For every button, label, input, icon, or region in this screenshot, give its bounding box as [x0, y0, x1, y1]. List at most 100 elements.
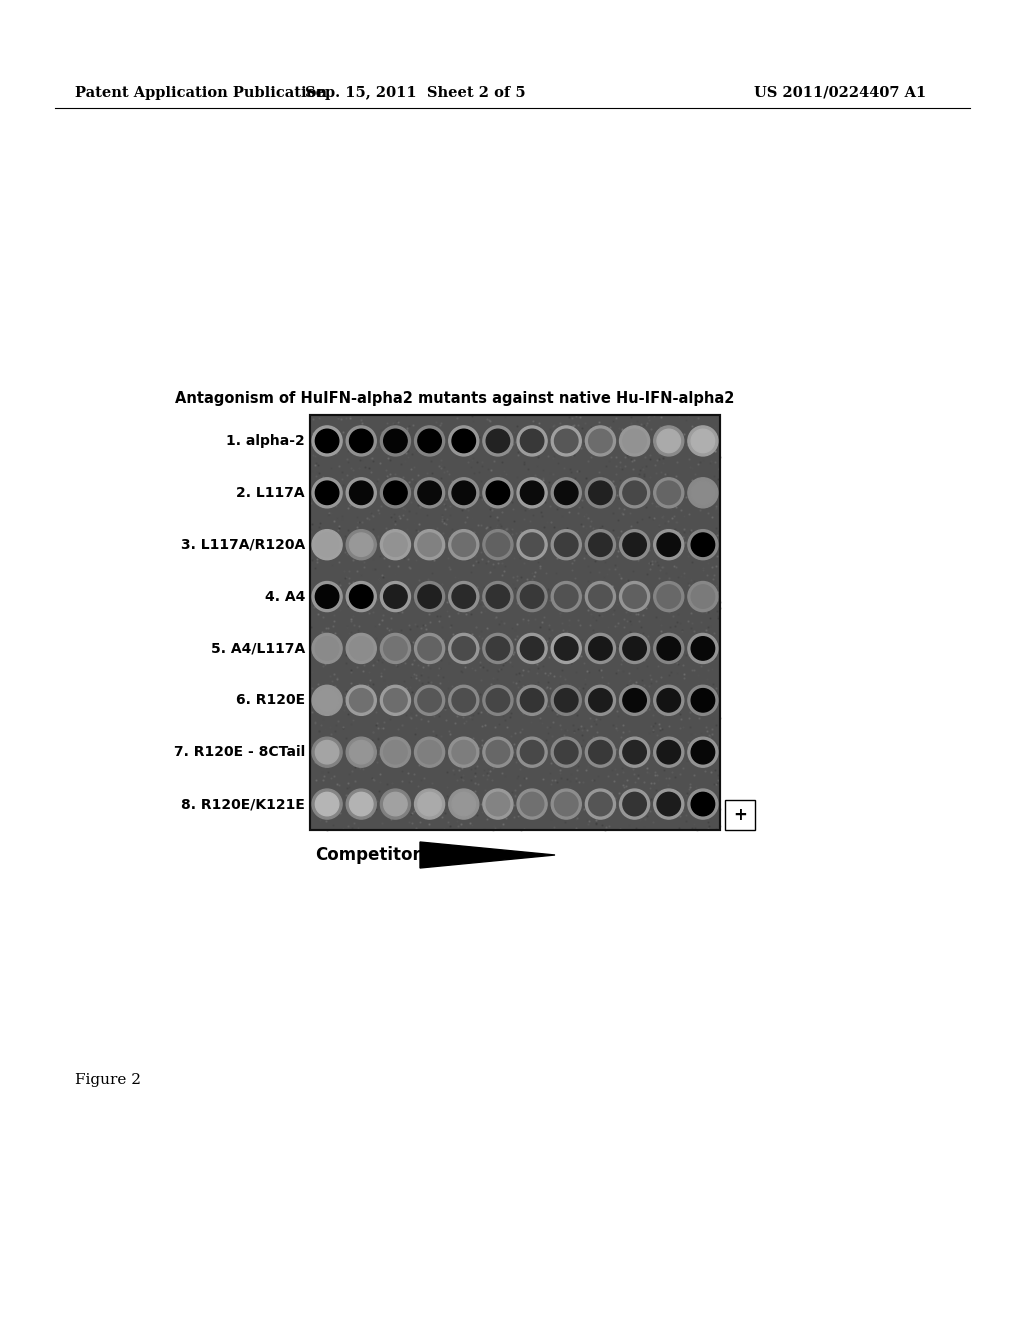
Circle shape — [449, 478, 479, 508]
Circle shape — [315, 429, 339, 453]
Circle shape — [551, 426, 582, 455]
Circle shape — [483, 478, 513, 508]
Circle shape — [589, 429, 612, 453]
Circle shape — [349, 429, 373, 453]
Circle shape — [691, 636, 715, 660]
Circle shape — [517, 582, 547, 611]
Circle shape — [483, 685, 513, 715]
Circle shape — [452, 585, 475, 609]
Circle shape — [589, 636, 612, 660]
Circle shape — [586, 426, 615, 455]
Circle shape — [452, 480, 475, 504]
Circle shape — [486, 429, 510, 453]
Circle shape — [657, 689, 681, 711]
Circle shape — [380, 634, 411, 664]
Circle shape — [312, 737, 342, 767]
Circle shape — [346, 529, 376, 560]
Circle shape — [653, 426, 684, 455]
Circle shape — [486, 480, 510, 504]
Circle shape — [623, 429, 646, 453]
Circle shape — [520, 792, 544, 816]
Circle shape — [653, 529, 684, 560]
Circle shape — [349, 533, 373, 557]
Circle shape — [349, 689, 373, 711]
Circle shape — [483, 737, 513, 767]
Circle shape — [312, 685, 342, 715]
Circle shape — [555, 636, 578, 660]
Circle shape — [483, 634, 513, 664]
Circle shape — [415, 529, 444, 560]
Circle shape — [415, 789, 444, 820]
Circle shape — [483, 789, 513, 820]
Circle shape — [312, 789, 342, 820]
Circle shape — [688, 478, 718, 508]
Circle shape — [415, 737, 444, 767]
Circle shape — [517, 789, 547, 820]
Circle shape — [384, 636, 408, 660]
Circle shape — [312, 478, 342, 508]
Circle shape — [449, 737, 479, 767]
Text: 8. R120E/K121E: 8. R120E/K121E — [181, 797, 305, 810]
Circle shape — [620, 529, 649, 560]
Polygon shape — [420, 842, 555, 869]
Circle shape — [657, 533, 681, 557]
Circle shape — [620, 478, 649, 508]
Circle shape — [620, 582, 649, 611]
Circle shape — [384, 429, 408, 453]
Circle shape — [483, 426, 513, 455]
Circle shape — [380, 737, 411, 767]
Circle shape — [349, 585, 373, 609]
Text: 6. R120E: 6. R120E — [236, 693, 305, 708]
Text: 5. A4/L117A: 5. A4/L117A — [211, 642, 305, 656]
Circle shape — [551, 529, 582, 560]
Circle shape — [623, 636, 646, 660]
Text: 1. alpha-2: 1. alpha-2 — [226, 434, 305, 447]
Circle shape — [380, 426, 411, 455]
Circle shape — [517, 529, 547, 560]
Circle shape — [384, 585, 408, 609]
Circle shape — [315, 636, 339, 660]
Circle shape — [449, 426, 479, 455]
Circle shape — [418, 792, 441, 816]
Circle shape — [691, 585, 715, 609]
Circle shape — [486, 585, 510, 609]
Circle shape — [520, 741, 544, 764]
Circle shape — [312, 529, 342, 560]
Circle shape — [315, 480, 339, 504]
Circle shape — [691, 741, 715, 764]
Circle shape — [623, 533, 646, 557]
Circle shape — [384, 792, 408, 816]
Circle shape — [452, 689, 475, 711]
Circle shape — [555, 533, 578, 557]
Circle shape — [312, 426, 342, 455]
Circle shape — [349, 636, 373, 660]
Circle shape — [346, 634, 376, 664]
Circle shape — [418, 480, 441, 504]
Circle shape — [589, 689, 612, 711]
Circle shape — [688, 737, 718, 767]
Circle shape — [653, 478, 684, 508]
Text: US 2011/0224407 A1: US 2011/0224407 A1 — [754, 86, 926, 100]
Circle shape — [380, 685, 411, 715]
Circle shape — [657, 792, 681, 816]
Circle shape — [586, 789, 615, 820]
Circle shape — [551, 478, 582, 508]
Circle shape — [623, 689, 646, 711]
Circle shape — [380, 529, 411, 560]
Text: 7. R120E - 8CTail: 7. R120E - 8CTail — [174, 746, 305, 759]
Circle shape — [623, 585, 646, 609]
Circle shape — [653, 582, 684, 611]
Circle shape — [346, 426, 376, 455]
Circle shape — [653, 634, 684, 664]
Circle shape — [586, 529, 615, 560]
Text: +: + — [733, 807, 746, 824]
Circle shape — [623, 480, 646, 504]
Circle shape — [486, 741, 510, 764]
Circle shape — [551, 789, 582, 820]
Text: Sep. 15, 2011  Sheet 2 of 5: Sep. 15, 2011 Sheet 2 of 5 — [305, 86, 525, 100]
Circle shape — [688, 426, 718, 455]
Circle shape — [315, 585, 339, 609]
Circle shape — [620, 426, 649, 455]
Circle shape — [691, 533, 715, 557]
Circle shape — [657, 636, 681, 660]
